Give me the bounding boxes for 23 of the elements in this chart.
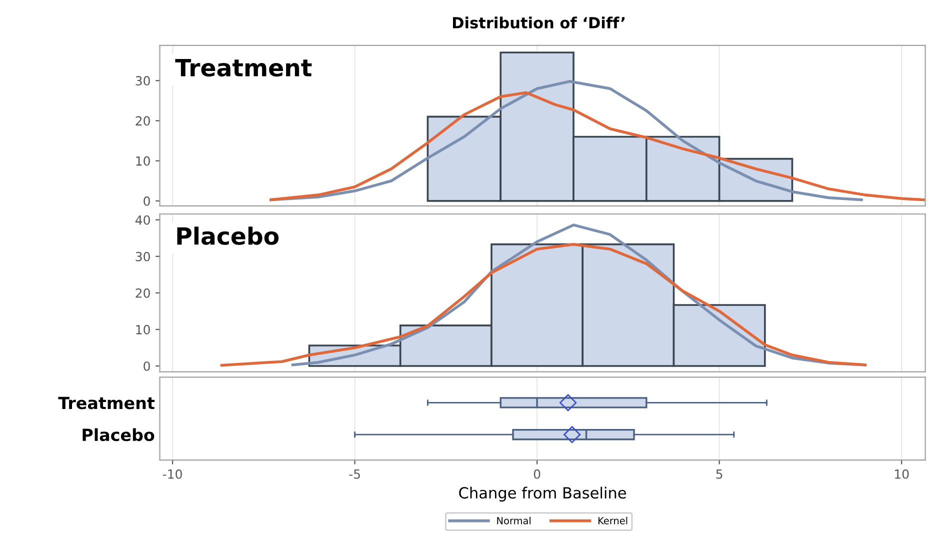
- x-tick-label: 10: [895, 469, 909, 479]
- x-tick-label: -5: [349, 470, 360, 479]
- annotation: Treatment: [175, 59, 312, 77]
- y-tick-label: 40: [135, 215, 150, 225]
- line-series: [270, 91, 925, 202]
- chart-title: Distribution of ‘Diff’: [452, 16, 624, 29]
- y-tick-label: 30: [136, 76, 150, 86]
- x-tick-label: -10: [162, 469, 182, 479]
- y-tick-label: 0: [144, 361, 150, 371]
- annotation: Placebo: [177, 226, 279, 245]
- legend-label: Normal: [497, 516, 531, 524]
- legend-label: Kernel: [598, 516, 628, 524]
- x-axis-title: Change from Baseline: [459, 486, 626, 502]
- y-tick-label: 20: [136, 288, 150, 298]
- y-tick-label: 20: [136, 116, 150, 126]
- y-tick-label: 30: [136, 252, 150, 262]
- x-tick-label: 5: [716, 470, 722, 479]
- y-tick-label: Treatment: [58, 396, 155, 410]
- x-tick-label: 0: [534, 469, 540, 479]
- y-tick-label: 10: [136, 324, 150, 334]
- y-tick-label: 0: [144, 196, 150, 206]
- y-tick-label: Placebo: [82, 428, 154, 442]
- y-tick-label: 10: [136, 156, 150, 166]
